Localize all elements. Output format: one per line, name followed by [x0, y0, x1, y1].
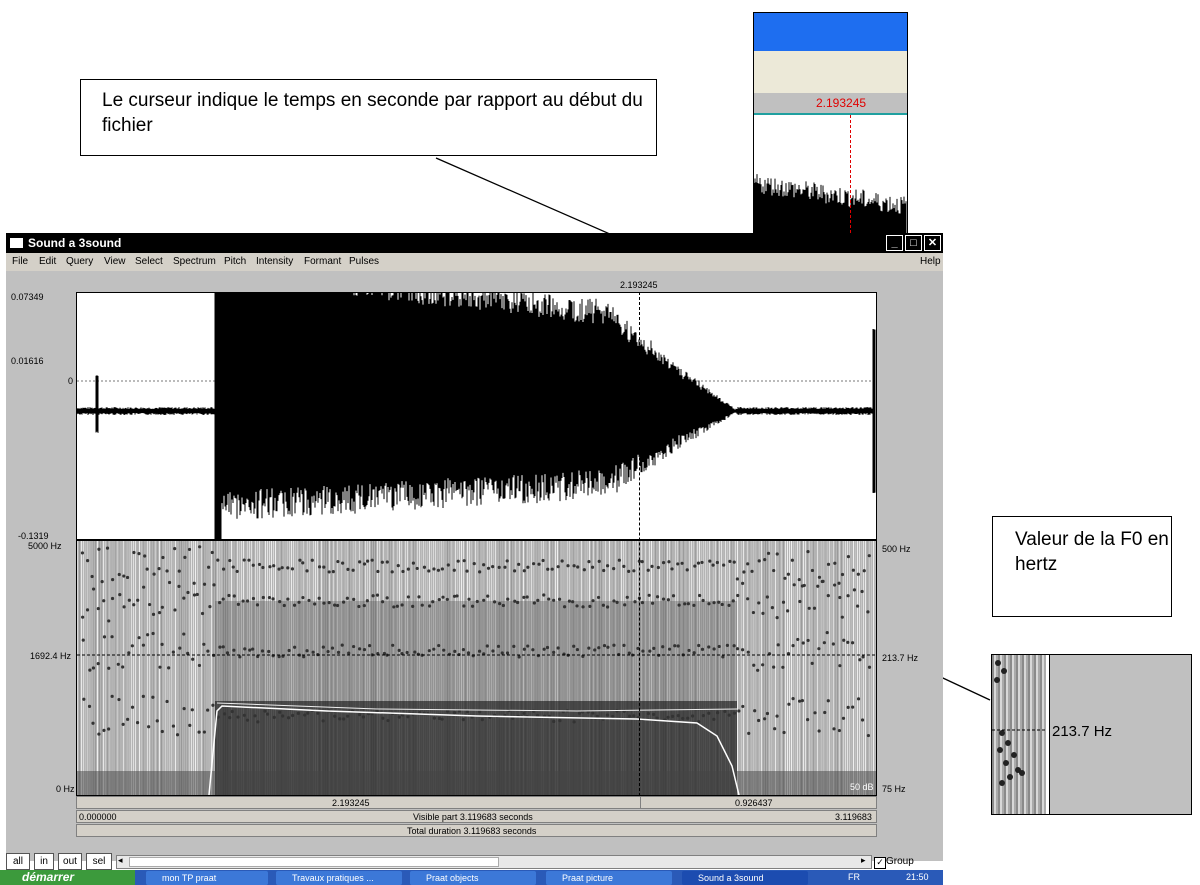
left-segment-duration[interactable]: 2.193245	[332, 798, 370, 808]
visible-part-bar[interactable]: 0.000000 Visible part 3.119683 seconds 3…	[76, 810, 877, 823]
zoom-pitch-value: 213.7 Hz	[1052, 723, 1113, 740]
db-label: 50 dB	[850, 782, 874, 792]
language-indicator[interactable]: FR	[848, 872, 860, 882]
waveform-panel[interactable]	[76, 292, 877, 540]
spec-mid-left-label: 1692.4 Hz	[30, 651, 72, 661]
taskbar-item-folder[interactable]: mon TP praat	[146, 871, 268, 885]
menu-help[interactable]: Help	[920, 256, 941, 267]
visible-part-label[interactable]: Visible part 3.119683 seconds	[413, 812, 533, 822]
group-checkbox[interactable]: ✓	[874, 857, 886, 869]
zoom-in-button[interactable]: in	[34, 853, 54, 870]
visible-start: 0.000000	[79, 812, 117, 822]
time-segment-bar[interactable]: 2.193245 0.926437	[76, 796, 877, 809]
spec-mid-right-label: 213.7 Hz	[882, 653, 919, 663]
zoom-inset-pitch: 213.7 Hz	[991, 654, 1192, 815]
scroll-right-arrow[interactable]: ▸	[861, 855, 866, 865]
start-button[interactable]: démarrer	[0, 870, 135, 885]
total-duration-label[interactable]: Total duration 3.119683 seconds	[407, 826, 537, 836]
waveform-drawing	[77, 293, 876, 539]
zoom-cursor-line	[850, 115, 851, 243]
menu-pulses[interactable]: Pulses	[349, 256, 380, 267]
menu-edit[interactable]: Edit	[39, 256, 57, 267]
menu-file[interactable]: File	[12, 256, 29, 267]
menu-query[interactable]: Query	[66, 256, 94, 267]
zoom-controls: all in out sel ◂ ▸ ✓ Group	[6, 853, 943, 871]
menu-formant[interactable]: Formant	[304, 256, 342, 267]
f0-callout: Valeur de la F0 en hertz	[992, 516, 1172, 617]
wave-max-label: 0.07349	[11, 292, 44, 302]
menu-pitch[interactable]: Pitch	[224, 256, 247, 267]
zoom-wave-detail	[754, 174, 907, 243]
zoom-cursor-time: 2.193245	[816, 96, 867, 110]
spec-bottom-left-label: 0 Hz	[56, 784, 75, 794]
taskbar-item-word[interactable]: Travaux pratiques ...	[276, 871, 402, 885]
cursor-callout: Le curseur indique le temps en seconde p…	[80, 79, 657, 156]
wave-cursor-amp-label: 0.01616	[11, 356, 44, 366]
taskbar-item-praat-picture[interactable]: Praat picture	[546, 871, 672, 885]
taskbar: démarrer mon TP praat Travaux pratiques …	[0, 870, 943, 885]
menu-view[interactable]: View	[104, 256, 126, 267]
menu-spectrum[interactable]: Spectrum	[173, 256, 216, 267]
spectrogram-drawing	[77, 541, 876, 795]
zoom-inset-cursor: 2.193245	[753, 12, 908, 244]
group-label: Group	[886, 856, 914, 867]
zoom-sel-button[interactable]: sel	[86, 853, 112, 870]
wave-zero-label: 0	[68, 376, 74, 386]
cursor-callout-text: Le curseur indique le temps en seconde p…	[102, 90, 643, 136]
close-button[interactable]: ✕	[924, 235, 941, 251]
scroll-left-arrow[interactable]: ◂	[118, 855, 123, 865]
start-label: démarrer	[22, 870, 75, 884]
zoom-out-button[interactable]: out	[58, 853, 82, 870]
menu-intensity[interactable]: Intensity	[256, 256, 294, 267]
menu-bar: File Edit Query View Select Spectrum Pit…	[6, 253, 943, 271]
spec-top-left-label: 5000 Hz	[28, 541, 62, 551]
horizontal-scrollbar[interactable]: ◂ ▸	[116, 855, 872, 869]
maximize-button[interactable]: □	[905, 235, 922, 251]
praat-sound-window: Sound a 3sound _ □ ✕ File Edit Query Vie…	[6, 233, 943, 870]
window-icon	[10, 238, 23, 248]
right-segment-duration[interactable]: 0.926437	[735, 798, 773, 808]
zoom-all-button[interactable]: all	[6, 853, 30, 870]
wave-min-label: -0.1319	[18, 531, 49, 541]
zoom-formant-dots	[992, 660, 1046, 786]
total-duration-bar[interactable]: Total duration 3.119683 seconds	[76, 824, 877, 837]
menu-select[interactable]: Select	[135, 256, 163, 267]
title-bar: Sound a 3sound _ □ ✕	[6, 233, 943, 253]
spec-top-right-label: 500 Hz	[882, 544, 911, 554]
clock: 21:50	[906, 872, 929, 882]
spectrogram-panel[interactable]: 50 dB	[76, 540, 877, 796]
cursor-time-label: 2.193245	[620, 280, 658, 290]
window-title: Sound a 3sound	[28, 236, 122, 250]
visible-end: 3.119683	[835, 812, 872, 822]
taskbar-item-sound-window[interactable]: Sound a 3sound	[682, 871, 808, 885]
taskbar-item-praat-objects[interactable]: Praat objects	[410, 871, 536, 885]
f0-callout-text: Valeur de la F0 en hertz	[1015, 529, 1169, 575]
time-cursor[interactable]	[639, 292, 640, 796]
minimize-button[interactable]: _	[886, 235, 903, 251]
scroll-thumb[interactable]	[129, 857, 499, 867]
spec-bottom-right-label: 75 Hz	[882, 784, 906, 794]
